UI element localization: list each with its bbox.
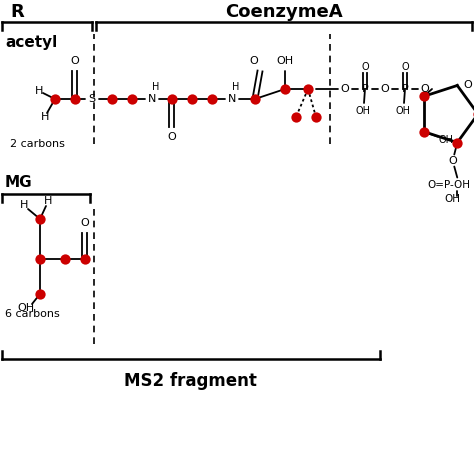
Text: MS2 fragment: MS2 fragment [124, 372, 256, 390]
Text: OH: OH [438, 135, 453, 145]
Text: H: H [41, 112, 49, 122]
Point [312, 113, 320, 121]
Text: H: H [232, 82, 240, 92]
Text: O: O [250, 56, 258, 66]
Text: O: O [448, 155, 456, 165]
Text: 2 carbons: 2 carbons [10, 139, 65, 149]
Text: OH: OH [395, 106, 410, 116]
Point [128, 95, 136, 103]
Text: 6 carbons: 6 carbons [5, 309, 60, 319]
Text: O: O [420, 84, 429, 94]
Text: O: O [71, 56, 79, 66]
Text: O: O [81, 218, 90, 228]
Text: O: O [463, 81, 472, 91]
Text: MG: MG [5, 174, 33, 190]
Point [420, 92, 428, 100]
Text: S: S [89, 94, 96, 104]
Text: OH: OH [356, 106, 371, 116]
Point [188, 95, 196, 103]
Text: H: H [44, 196, 52, 206]
Point [51, 95, 59, 103]
Text: O: O [168, 132, 176, 142]
Text: O=P-OH: O=P-OH [428, 180, 471, 190]
Point [36, 290, 44, 298]
Text: O: O [381, 84, 389, 94]
Point [208, 95, 216, 103]
Text: CoenzymeA: CoenzymeA [225, 3, 343, 21]
Point [108, 95, 116, 103]
Point [168, 95, 176, 103]
Text: OH: OH [444, 193, 460, 203]
Point [292, 113, 300, 121]
Point [420, 128, 428, 136]
Text: H: H [35, 86, 43, 96]
Text: O: O [341, 84, 349, 94]
Point [71, 95, 79, 103]
Text: O: O [401, 62, 409, 72]
Text: H: H [20, 200, 28, 210]
Text: R: R [10, 3, 24, 21]
Point [304, 85, 312, 93]
Text: OH: OH [18, 303, 35, 313]
Text: OH: OH [276, 56, 293, 66]
Text: N: N [148, 94, 156, 104]
Point [281, 85, 289, 93]
Point [61, 255, 69, 263]
Point [454, 139, 461, 146]
Text: H: H [152, 82, 160, 92]
Text: N: N [228, 94, 236, 104]
Text: P: P [362, 84, 368, 94]
Point [36, 215, 44, 223]
Point [81, 255, 89, 263]
Point [36, 255, 44, 263]
Text: acetyl: acetyl [5, 35, 57, 49]
Text: O: O [361, 62, 369, 72]
Point [251, 95, 259, 103]
Text: P: P [401, 84, 409, 94]
